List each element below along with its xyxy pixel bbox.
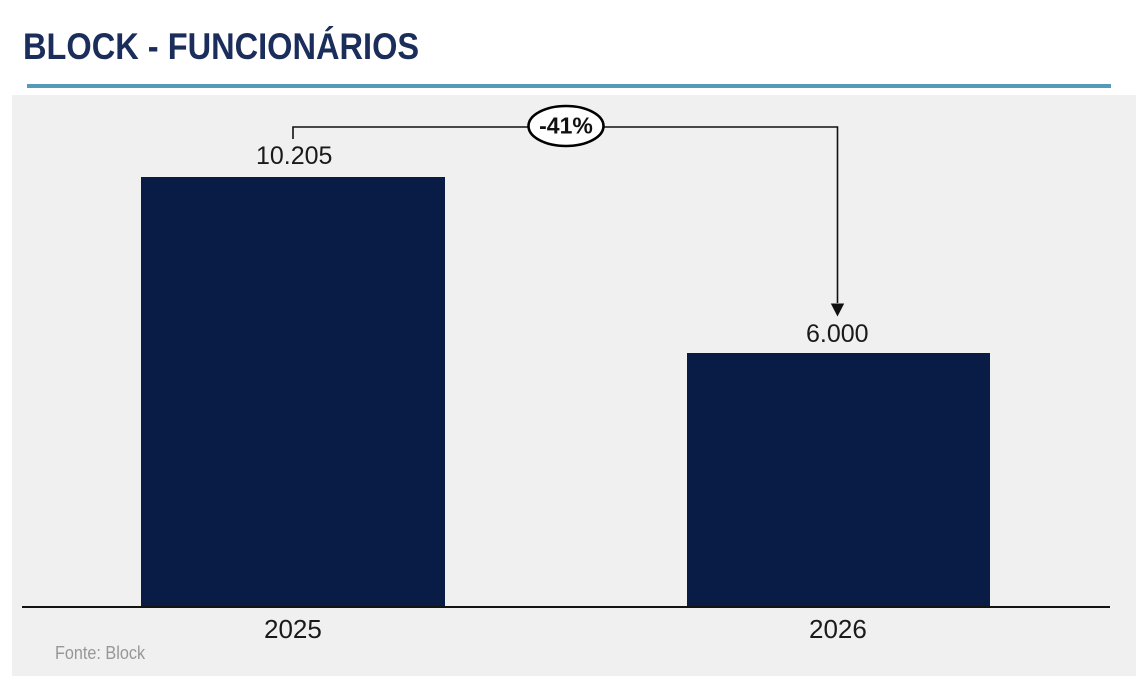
svg-text:-41%: -41% [539, 113, 593, 139]
